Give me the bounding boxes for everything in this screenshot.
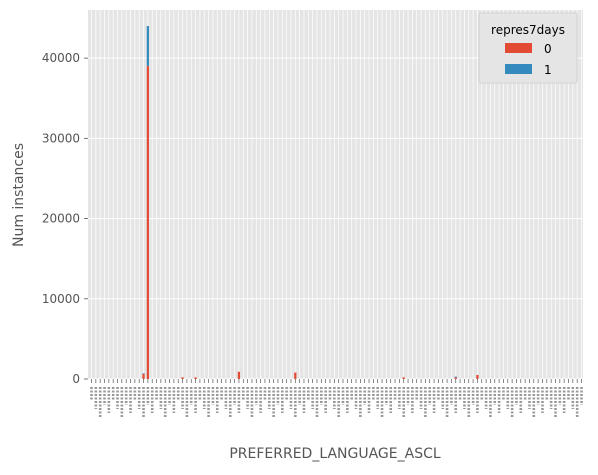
y-tick-label: 40000	[42, 51, 80, 65]
bar-series-0	[454, 377, 457, 379]
y-tick-label: 30000	[42, 131, 80, 145]
bar-series-0	[181, 377, 184, 379]
y-tick-label: 20000	[42, 212, 80, 226]
x-axis	[90, 379, 583, 417]
x-axis-label: PREFERRED_LANGUAGE_ASCL	[229, 446, 441, 462]
legend: repres7days 0 1	[478, 12, 578, 84]
legend-swatch-0	[505, 43, 532, 53]
bar-series-0	[146, 66, 149, 380]
x-tick-labels-illegible	[90, 387, 583, 417]
bar-series-0	[294, 372, 297, 379]
bar-series-0	[476, 374, 479, 379]
bars	[142, 26, 479, 380]
bar-series-1	[142, 373, 145, 374]
bar-series-1	[454, 376, 457, 378]
bar-series-0	[237, 371, 241, 379]
y-tick-label: 0	[72, 372, 80, 386]
legend-swatch-1	[505, 64, 532, 74]
legend-label-0: 0	[544, 42, 552, 56]
legend-label-1: 1	[544, 63, 552, 77]
bar-series-0	[194, 377, 197, 379]
y-axis-label: Num instances	[11, 143, 27, 247]
y-axis: 0 10000 20000 30000 40000	[42, 51, 88, 386]
bar-series-0	[402, 377, 405, 379]
bar-series-1	[146, 26, 149, 67]
bar-series-0	[142, 373, 145, 379]
y-tick-label: 10000	[42, 292, 80, 306]
legend-title: repres7days	[491, 23, 565, 37]
